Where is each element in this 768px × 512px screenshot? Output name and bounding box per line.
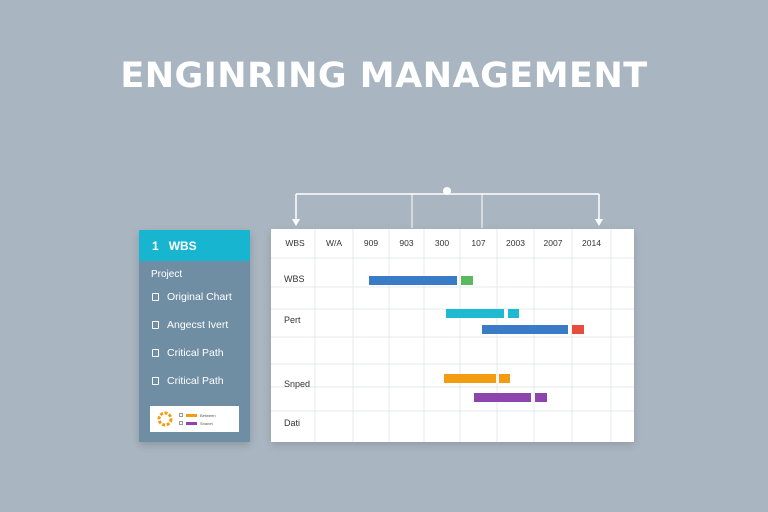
task-milestone[interactable]	[499, 374, 510, 383]
sidebar-item-label: Critical Path	[167, 375, 224, 387]
task-milestone[interactable]	[508, 309, 519, 318]
column-header: W/A	[325, 238, 343, 248]
sidebar-header[interactable]: 1 WBS	[139, 230, 250, 261]
column-header: 2014	[582, 238, 601, 248]
sidebar-header-label: WBS	[168, 238, 197, 253]
sidebar-item-label: Critical Path	[167, 347, 224, 359]
task-bar[interactable]	[446, 309, 504, 318]
column-header: 300	[434, 238, 450, 248]
task-bar[interactable]	[444, 374, 496, 383]
sidebar-item-label: Original Chart	[167, 291, 232, 303]
bracket-connector	[292, 187, 603, 228]
path-icon	[152, 349, 159, 357]
sidebar-item-label: Angecst Ivert	[167, 319, 229, 331]
image-icon	[152, 321, 159, 329]
row-label: Pert	[284, 315, 301, 325]
legend-item: Between	[179, 413, 216, 418]
sidebar-header-number: 1	[152, 238, 159, 253]
row-label: Dati	[284, 418, 301, 428]
column-header: WBS	[285, 238, 305, 248]
column-header: 903	[399, 238, 414, 248]
column-header: 2007	[543, 238, 563, 248]
legend-panel: Between Snanet	[150, 406, 239, 432]
calendar-icon	[152, 377, 159, 385]
row-label: WBS	[284, 274, 305, 284]
legend-swatch	[186, 421, 197, 425]
column-header: 909	[363, 238, 379, 248]
column-header: 2003	[506, 238, 525, 248]
gear-icon	[157, 411, 173, 427]
document-icon	[152, 293, 159, 301]
legend-label: Between	[200, 412, 216, 418]
row-label: Snped	[284, 379, 311, 389]
task-milestone[interactable]	[535, 393, 547, 402]
sidebar-item-original-chart[interactable]: Original Chart	[139, 283, 250, 311]
gantt-chart: WBS W/A 909 903 300 107 2003 2007 2014 W…	[271, 229, 634, 442]
sidebar-item-angecst-ivert[interactable]: Angecst Ivert	[139, 311, 250, 339]
page-title: ENGINRING MANAGEMENT	[120, 56, 648, 96]
task-bar[interactable]	[369, 276, 457, 285]
legend-label: Snanet	[200, 420, 213, 426]
legend-swatch	[186, 413, 197, 417]
task-milestone[interactable]	[461, 276, 473, 285]
legend-item: Snanet	[179, 421, 216, 426]
sidebar-item-critical-path[interactable]: Critical Path	[139, 339, 250, 367]
task-bar[interactable]	[482, 325, 568, 334]
sidebar-item-critical-path-2[interactable]: Critical Path	[139, 367, 250, 395]
column-header: 107	[471, 238, 486, 248]
checkbox-icon	[179, 413, 183, 417]
gantt-grid	[271, 229, 634, 442]
sidebar: 1 WBS Project Original Chart Angecst Ive…	[139, 230, 250, 442]
sidebar-section-label: Project	[151, 269, 183, 280]
checkbox-icon	[179, 421, 183, 425]
task-milestone[interactable]	[572, 325, 584, 334]
task-bar[interactable]	[474, 393, 531, 402]
